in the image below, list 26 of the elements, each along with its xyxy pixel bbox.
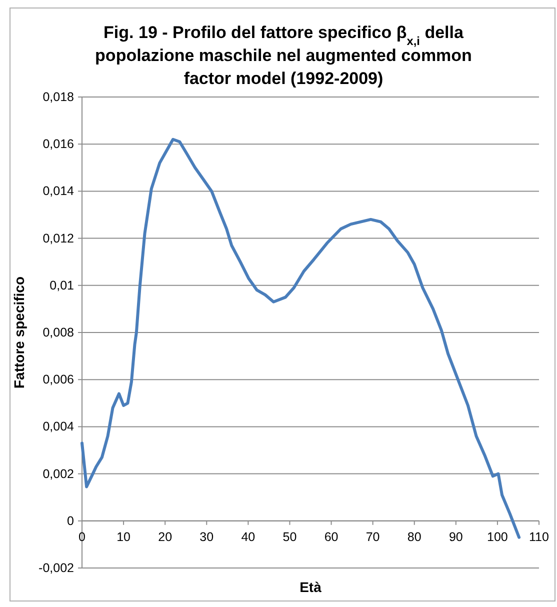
x-tick-label: 60: [324, 530, 338, 544]
y-tick-label: -0,002: [38, 561, 74, 575]
y-tick-label: 0,004: [42, 420, 74, 434]
x-tick-label: 90: [448, 530, 463, 544]
x-axis-title: Età: [300, 579, 322, 595]
y-tick-label: 0,016: [42, 137, 74, 152]
y-tick-label: 0,002: [42, 466, 74, 481]
x-tick-label: 20: [158, 530, 172, 544]
x-tick-label: 110: [529, 530, 550, 544]
chart-title: Fig. 19 - Profilo del fattore specifico β$_{x,i}$ della popolazione maschile nel augmented common factor model (1992-2009): [95, 23, 472, 88]
y-tick-label: 0,006: [42, 372, 74, 387]
y-tick-label: 0,008: [42, 326, 74, 340]
x-tick-label: 40: [241, 530, 256, 544]
x-tick-label: 70: [366, 530, 380, 544]
x-tick-label: 50: [282, 530, 297, 544]
y-tick-label: 0,014: [42, 184, 74, 198]
y-tick-label: 0,012: [42, 231, 74, 246]
y-axis-title: Fattore specifico: [11, 276, 27, 389]
x-tick-label: 10: [116, 530, 131, 544]
x-tick-label: 0: [78, 530, 86, 544]
y-tick-label: 0,01: [50, 278, 74, 292]
y-tick-label: 0: [67, 514, 74, 528]
x-tick-label: 30: [200, 530, 214, 544]
x-tick-label: 80: [407, 530, 422, 544]
y-tick-label: 0,018: [42, 90, 74, 104]
x-tick-label: 100: [487, 530, 508, 544]
